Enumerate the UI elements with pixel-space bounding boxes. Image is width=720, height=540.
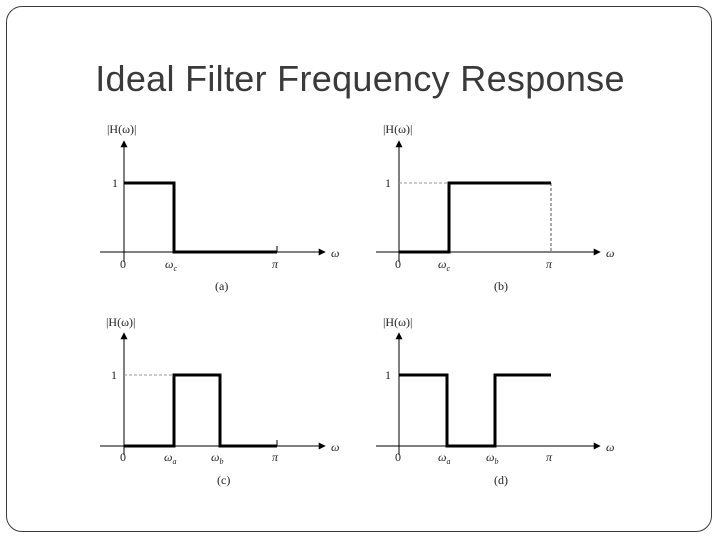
panel-a-lowpass: |H(ω)| ω 1 0 ωc π (a) xyxy=(100,122,339,293)
panel-d-tick-wa: ωa xyxy=(438,450,450,466)
panel-c-y-label: |H(ω)| xyxy=(106,315,135,329)
panel-a-tick-wc: ωc xyxy=(165,257,177,273)
panel-c-bandpass: |H(ω)| ω 1 0 ωa ωb π (c) xyxy=(100,315,339,487)
panel-d-tick-wb: ωb xyxy=(486,450,498,466)
panel-c-response-line xyxy=(124,373,277,448)
panel-a-caption: (a) xyxy=(215,279,228,293)
panel-a-response-line xyxy=(124,181,277,254)
panel-a-level-label: 1 xyxy=(112,176,118,190)
panel-c-tick-wb: ωb xyxy=(211,450,223,466)
panel-a-omega-label: ω xyxy=(331,246,339,260)
panel-b-response-line xyxy=(399,181,551,254)
slide-frame xyxy=(6,6,712,532)
panel-b-highpass: |H(ω)| ω 1 0 ωc π (b) xyxy=(376,122,614,293)
panel-d-y-label: |H(ω)| xyxy=(383,315,412,329)
panel-d-tick-0: 0 xyxy=(395,450,401,464)
panel-d-tick-pi: π xyxy=(546,450,553,464)
panel-c-tick-wa: ωa xyxy=(164,450,176,466)
panel-b-tick-0: 0 xyxy=(395,257,401,271)
panel-c-omega-label: ω xyxy=(331,440,339,454)
slide-title: Ideal Filter Frequency Response xyxy=(95,58,625,99)
panel-b-tick-pi: π xyxy=(546,257,553,271)
panel-d-level-label: 1 xyxy=(385,368,391,382)
panel-c-tick-0: 0 xyxy=(120,450,126,464)
panel-b-caption: (b) xyxy=(494,279,508,293)
panel-d-response-line xyxy=(399,373,551,448)
panel-b-y-label: |H(ω)| xyxy=(383,122,412,136)
panel-d-omega-label: ω xyxy=(606,440,614,454)
panel-b-omega-label: ω xyxy=(606,246,614,260)
panel-c-level-label: 1 xyxy=(111,368,117,382)
panel-d-bandstop: |H(ω)| ω 1 0 ωa ωb π (d) xyxy=(376,315,614,487)
panel-c-caption: (c) xyxy=(217,473,230,487)
panel-d-caption: (d) xyxy=(494,473,508,487)
panel-b-tick-wc: ωc xyxy=(438,257,450,273)
panel-a-tick-0: 0 xyxy=(120,257,126,271)
panel-a-y-label: |H(ω)| xyxy=(107,122,136,136)
panel-c-tick-pi: π xyxy=(272,450,279,464)
panel-b-level-label: 1 xyxy=(385,176,391,190)
panel-a-tick-pi: π xyxy=(272,257,279,271)
